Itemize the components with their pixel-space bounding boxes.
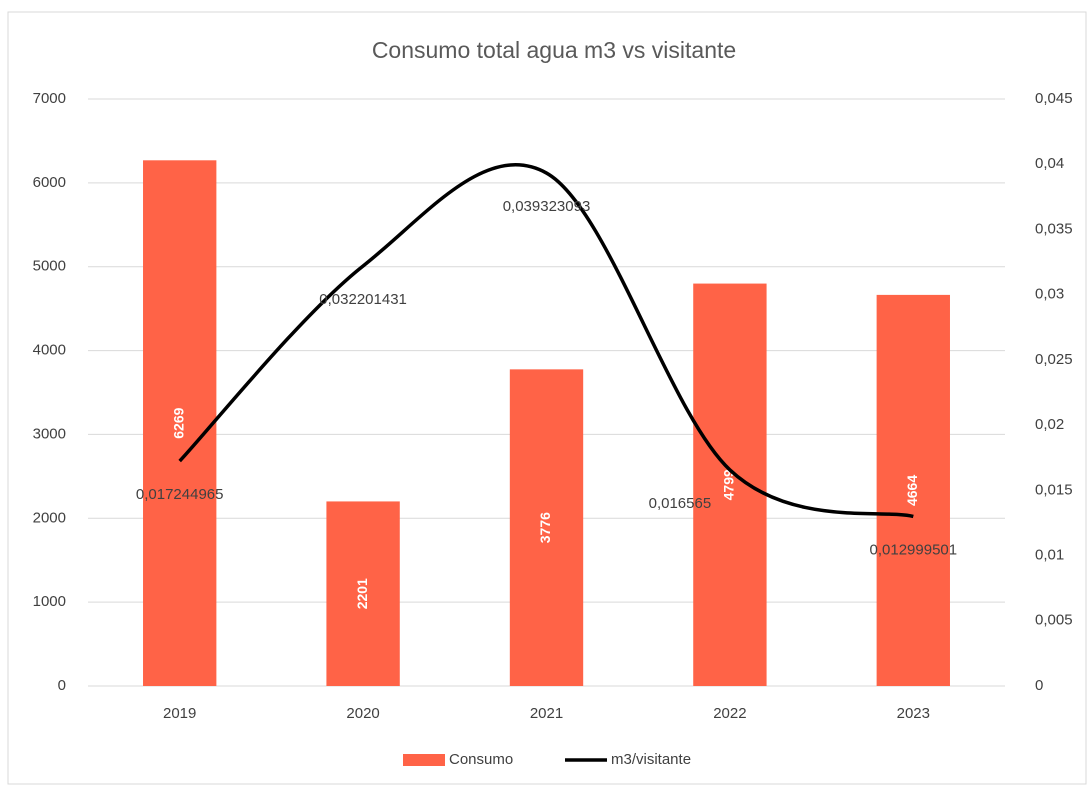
y-tick-label: 7000 (33, 90, 66, 107)
y-tick-label: 1000 (33, 593, 66, 610)
bar (143, 160, 217, 687)
x-tick-label: 2023 (897, 705, 930, 722)
y2-tick-label: 0,04 (1035, 155, 1064, 172)
y-tick-label: 0 (58, 677, 66, 694)
y-tick-label: 2000 (33, 509, 66, 526)
x-tick-label: 2021 (530, 705, 563, 722)
y2-tick-label: 0,035 (1035, 220, 1073, 237)
y2-tick-label: 0,045 (1035, 90, 1073, 107)
x-tick-label: 2019 (163, 705, 196, 722)
y2-tick-label: 0,015 (1035, 481, 1073, 498)
legend-swatch (403, 754, 445, 766)
x-tick-label: 2020 (346, 705, 379, 722)
y-tick-label: 5000 (33, 258, 66, 275)
x-tick-label: 2022 (713, 705, 746, 722)
y2-tick-label: 0,02 (1035, 416, 1064, 433)
bar-value-label: 6269 (170, 407, 186, 438)
y2-tick-label: 0,025 (1035, 351, 1073, 368)
line-value-label: 0,016565 (649, 495, 712, 512)
line-value-label: 0,039323093 (503, 198, 591, 215)
bar (693, 283, 767, 686)
y-tick-label: 3000 (33, 425, 66, 442)
line (178, 163, 914, 519)
y2-tick-label: 0 (1035, 677, 1043, 694)
bar (326, 501, 400, 686)
bar (509, 369, 584, 686)
y2-tick-label: 0,005 (1035, 612, 1073, 629)
y-tick-label: 6000 (33, 174, 66, 191)
bar-value-label: 4664 (904, 475, 920, 506)
y-tick-label: 4000 (33, 342, 66, 359)
line-value-label: 0,012999501 (870, 541, 958, 558)
bar-value-label: 4799 (721, 469, 737, 500)
y2-tick-label: 0,03 (1035, 286, 1064, 303)
legend-label: Consumo (449, 751, 513, 768)
bar (876, 294, 950, 686)
legend-label: m3/visitante (611, 751, 691, 768)
bar-value-label: 2201 (354, 578, 370, 609)
line-value-label: 0,017244965 (136, 486, 224, 503)
line-value-label: 0,032201431 (319, 291, 407, 308)
y2-tick-label: 0,01 (1035, 547, 1064, 564)
bar-value-label: 3776 (537, 512, 553, 543)
chart-title: Consumo total agua m3 vs visitante (372, 37, 736, 63)
